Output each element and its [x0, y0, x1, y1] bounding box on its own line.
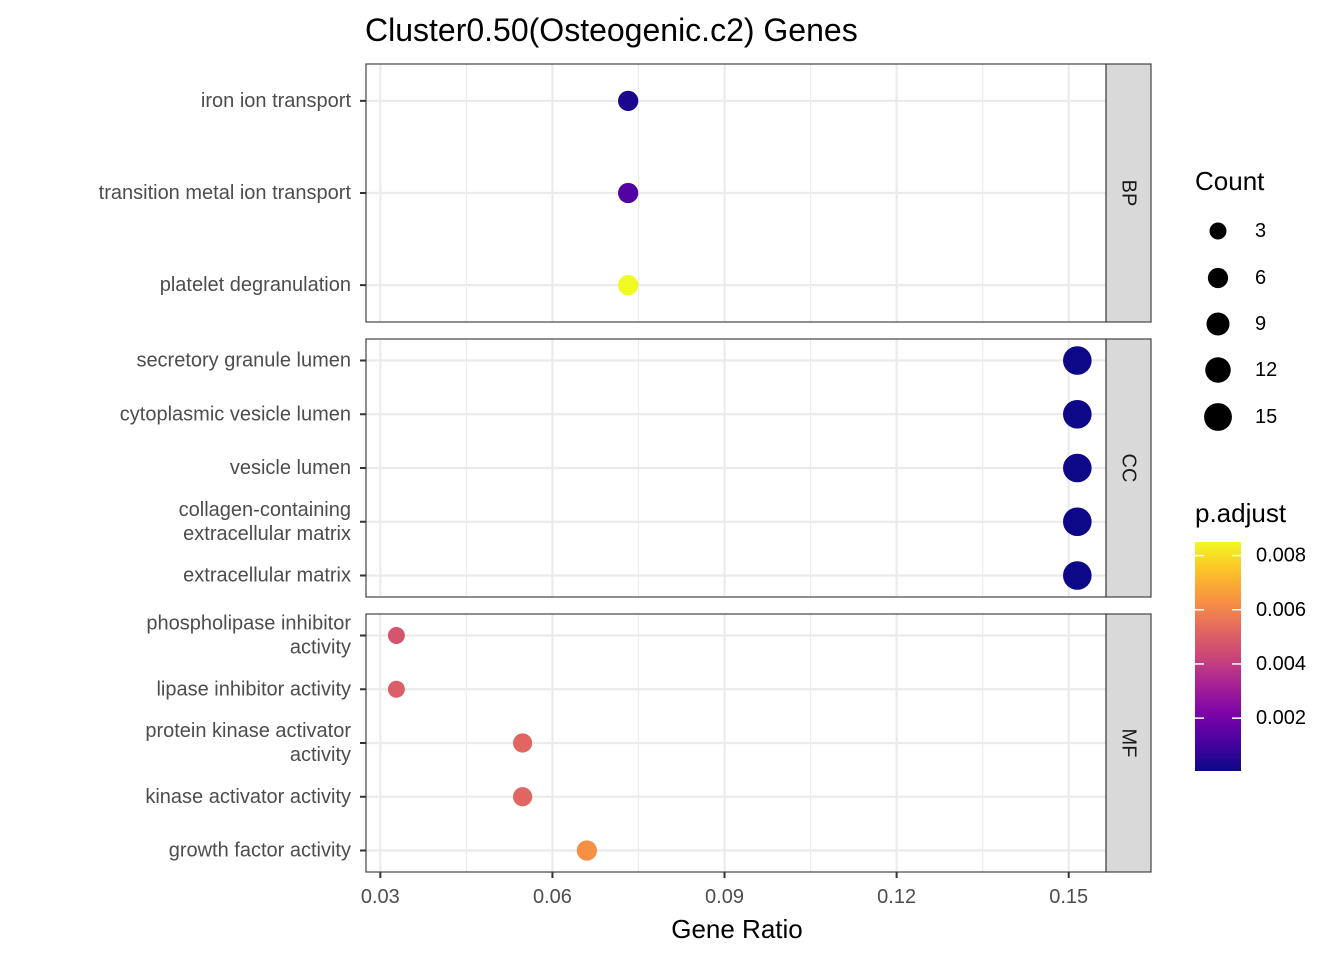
data-point — [1063, 507, 1092, 537]
x-tick-label: 0.06 — [533, 886, 572, 908]
legend-color-label: 0.008 — [1256, 545, 1306, 567]
data-point — [1063, 561, 1092, 590]
chart-title: Cluster0.50(Osteogenic.c2) Genes — [365, 12, 858, 48]
data-point — [1063, 346, 1092, 375]
panel-border — [365, 613, 1107, 873]
y-tick-label: vesicle lumen — [230, 457, 351, 479]
data-point — [618, 275, 639, 296]
legend-colorbar — [1195, 542, 1241, 771]
legend-color-label: 0.006 — [1256, 599, 1306, 621]
legend-color-title: p.adjust — [1195, 498, 1287, 528]
y-tick-label: extracellular matrix — [183, 565, 351, 587]
data-point — [618, 182, 639, 204]
legend-size-key — [1205, 357, 1231, 383]
x-tick-label: 0.12 — [877, 886, 916, 908]
y-tick-label: transition metal ion transport — [99, 182, 352, 204]
y-tick-label: collagen-containing — [179, 499, 351, 521]
facet-label: CC — [1118, 454, 1140, 483]
y-tick-label: activity — [290, 744, 351, 766]
legend-size-label: 12 — [1255, 359, 1277, 381]
facet-label: BP — [1118, 180, 1140, 207]
legend-size-key — [1207, 267, 1229, 289]
legend-size-label: 6 — [1255, 267, 1266, 289]
data-point — [576, 840, 597, 861]
y-tick-label: extracellular matrix — [183, 523, 351, 545]
legend-size-label: 9 — [1255, 313, 1266, 335]
panel-border — [365, 63, 1107, 323]
legend-size-label: 15 — [1255, 406, 1277, 428]
x-tick-label: 0.09 — [705, 886, 744, 908]
x-tick-label: 0.03 — [361, 886, 400, 908]
data-point — [387, 680, 405, 698]
facet-strip — [1105, 338, 1152, 598]
data-point — [1063, 453, 1092, 483]
y-tick-label: lipase inhibitor activity — [156, 678, 351, 700]
legend-color-label: 0.004 — [1256, 653, 1306, 675]
data-point — [387, 627, 405, 644]
x-tick-label: 0.15 — [1049, 886, 1088, 908]
legend-size-title: Count — [1195, 166, 1265, 196]
y-tick-label: iron ion transport — [201, 90, 352, 112]
y-tick-label: activity — [290, 637, 351, 659]
facet-strip — [1105, 613, 1152, 873]
y-tick-label: protein kinase activator — [145, 720, 351, 742]
legend-size-key — [1206, 312, 1230, 336]
legend-color-label: 0.002 — [1256, 707, 1306, 729]
y-tick-label: growth factor activity — [169, 840, 351, 862]
data-point — [512, 787, 533, 807]
legend-size-label: 3 — [1255, 220, 1266, 242]
data-point — [1063, 399, 1092, 429]
y-tick-label: cytoplasmic vesicle lumen — [120, 403, 351, 425]
data-point — [512, 733, 533, 753]
y-tick-label: secretory granule lumen — [136, 350, 351, 372]
y-tick-label: platelet degranulation — [160, 274, 351, 296]
facet-label: MF — [1118, 729, 1140, 758]
y-tick-label: kinase activator activity — [145, 786, 351, 808]
legend-size-key — [1209, 222, 1227, 240]
data-point — [618, 90, 639, 111]
x-axis-label: Gene Ratio — [671, 914, 803, 944]
y-tick-label: phospholipase inhibitor — [146, 613, 351, 635]
panel-border — [365, 338, 1107, 598]
legend-size-key — [1204, 403, 1232, 431]
